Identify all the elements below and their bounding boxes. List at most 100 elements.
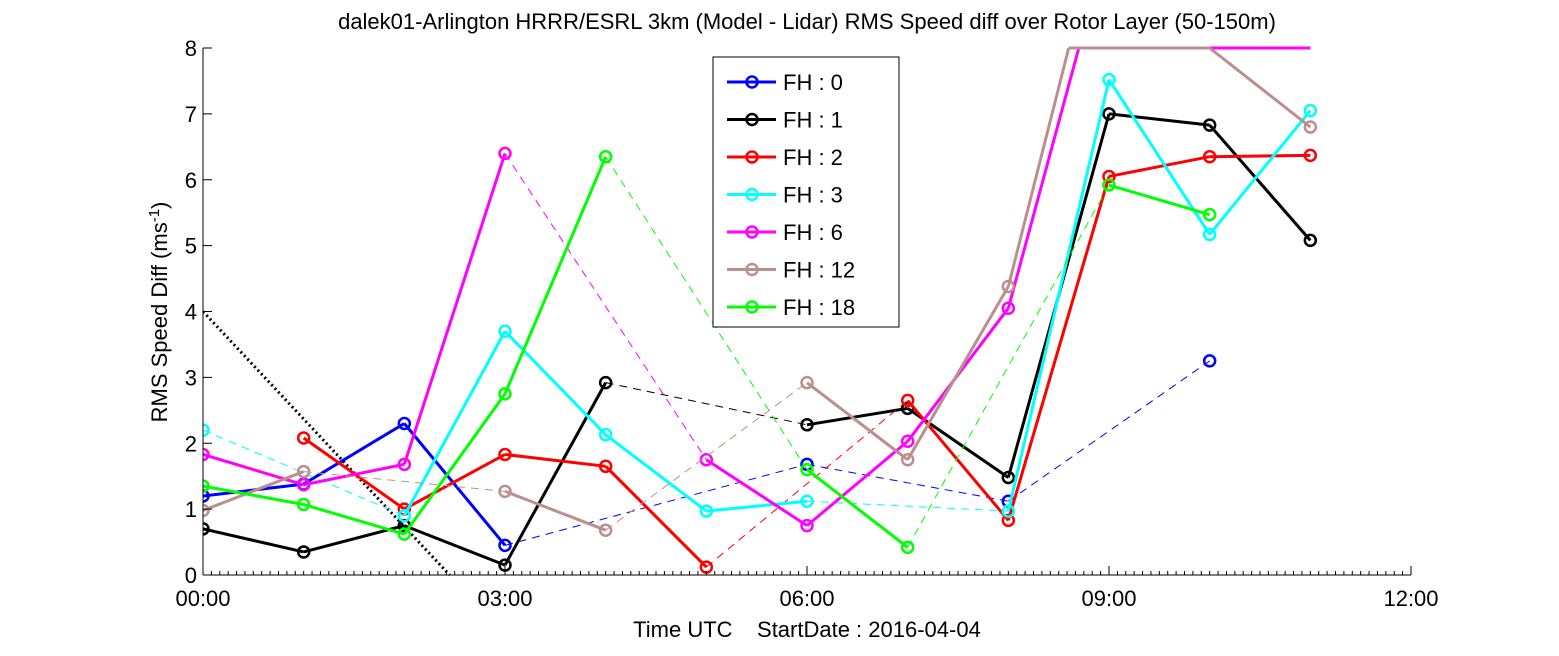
- x-tick-label: 12:00: [1383, 586, 1438, 611]
- data-point: [1001, 513, 1016, 528]
- x-axis-label: Time UTC StartDate : 2016-04-04: [633, 617, 981, 642]
- data-point: [296, 464, 311, 479]
- series-segment: [1006, 47, 1071, 287]
- data-point: [397, 457, 412, 472]
- series-gap-segment: [806, 500, 1009, 512]
- series-segment: [1006, 79, 1111, 512]
- data-point: [1303, 233, 1318, 248]
- legend-marker: [745, 187, 759, 202]
- series-segment: [402, 152, 507, 465]
- series-segment: [403, 392, 507, 536]
- data-point: [296, 478, 311, 492]
- data-point: [1303, 120, 1318, 134]
- data-point: [203, 447, 210, 462]
- series-segment: [1208, 46, 1312, 129]
- legend-label: FH : 1: [783, 108, 843, 133]
- x-tick-label: 09:00: [1081, 586, 1136, 611]
- series-segment: [706, 499, 808, 513]
- series-segment: [806, 468, 909, 549]
- legend: FH : 0 FH : 1 FH : 2 FH : 3 FH : 6 FH : 12 FH …: [712, 56, 900, 328]
- data-point: [296, 497, 311, 512]
- y-tick-label: 6: [185, 168, 197, 193]
- data-point: [598, 427, 613, 442]
- data-point: [800, 462, 814, 477]
- data-point: [498, 538, 512, 553]
- series-layer: [203, 46, 1318, 577]
- x-tick-label: 03:00: [477, 586, 532, 611]
- series-gap-segment: [203, 429, 405, 517]
- y-tick-label: 5: [185, 234, 197, 259]
- series-gap-segment: [605, 156, 808, 470]
- data-point: [1102, 169, 1116, 184]
- data-point: [1303, 103, 1318, 118]
- data-point: [498, 447, 512, 462]
- legend-marker: [745, 112, 759, 127]
- series-segment: [503, 156, 608, 395]
- series-segment: [302, 422, 406, 486]
- series-gap-segment: [303, 471, 506, 492]
- series-segment: [906, 285, 1010, 461]
- series-segment: [203, 527, 305, 554]
- legend-items: FH : 0 FH : 1 FH : 2 FH : 3 FH : 6 FH : 12 FH …: [727, 70, 855, 320]
- series-5: [203, 46, 1318, 537]
- data-point: [800, 418, 814, 432]
- series-segment: [203, 484, 304, 506]
- data-point: [203, 423, 210, 437]
- data-point: [598, 523, 613, 537]
- y-axis-label: RMS Speed Diff (ms-1): [146, 202, 173, 423]
- data-point: [1202, 207, 1217, 222]
- series-segment: [604, 465, 708, 569]
- data-point: [498, 484, 512, 499]
- x-tick-label: 00:00: [175, 586, 230, 611]
- series-segment: [504, 489, 607, 532]
- series-segment: [806, 381, 909, 461]
- legend-marker: [745, 225, 759, 239]
- series-segment: [403, 330, 507, 517]
- data-point: [1001, 504, 1016, 518]
- y-tick-label: 1: [185, 497, 197, 522]
- y-tick-label: 0: [185, 563, 197, 588]
- data-point: [900, 434, 915, 449]
- data-point: [1102, 178, 1116, 192]
- y-tick-label: 4: [185, 300, 197, 325]
- data-point: [800, 375, 814, 390]
- data-point: [598, 375, 613, 390]
- data-point: [1202, 354, 1217, 368]
- data-point: [296, 545, 311, 559]
- series-segment: [1006, 47, 1081, 309]
- data-point: [699, 504, 714, 518]
- y-tick-label: 8: [185, 36, 197, 61]
- y-axis-label-end: ): [147, 202, 172, 209]
- axes-layer: 00:00 03:00 06:00 09:00 12:00 0 1 2 3 4 5 6 7 8: [175, 36, 1438, 611]
- series-segment: [705, 458, 808, 527]
- data-point: [1001, 279, 1016, 294]
- series-segment: [1208, 109, 1312, 236]
- data-point: [699, 452, 714, 467]
- series-segment: [203, 470, 305, 512]
- series-gap-segment: [806, 463, 1009, 502]
- series-3: [203, 72, 1318, 523]
- data-point: [598, 459, 613, 474]
- series-segment: [403, 453, 506, 511]
- y-axis-label-main: RMS Speed Diff (ms: [147, 222, 172, 422]
- data-point: [203, 503, 210, 518]
- data-point: [900, 452, 915, 467]
- data-point: [900, 540, 915, 555]
- data-point: [498, 324, 512, 339]
- data-point: [498, 146, 512, 161]
- series-segment: [806, 406, 908, 427]
- legend-label: FH : 6: [783, 220, 843, 245]
- series-segment: [503, 330, 607, 436]
- series-segment: [806, 440, 909, 527]
- data-point: [1202, 227, 1217, 242]
- series-6: [203, 149, 1217, 555]
- data-point: [1001, 301, 1016, 315]
- series-segment: [504, 452, 606, 468]
- y-tick-label: 7: [185, 102, 197, 127]
- legend-label: FH : 18: [783, 295, 855, 320]
- series-segment: [1209, 153, 1311, 159]
- series-gap-segment: [504, 463, 808, 546]
- series-segment: [1108, 155, 1210, 178]
- x-tick-label: 06:00: [779, 586, 834, 611]
